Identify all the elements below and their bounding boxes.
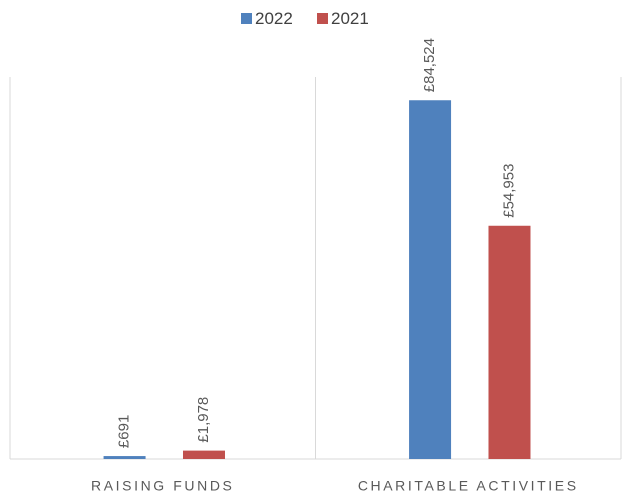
value-label: £691 [116,415,133,448]
x-tick-label: RAISING FUNDS [91,478,234,494]
legend-label: 2021 [331,9,369,28]
value-label: £1,978 [195,397,212,443]
legend-swatch [317,13,328,24]
value-label: £54,953 [500,164,517,218]
bar [409,100,452,459]
value-label: £84,524 [421,38,438,92]
bar [182,450,225,459]
legend-swatch [241,13,252,24]
legend-label: 2022 [255,9,293,28]
bar [488,225,531,459]
bar [103,456,146,459]
x-tick-label: CHARITABLE ACTIVITIES [358,478,579,494]
